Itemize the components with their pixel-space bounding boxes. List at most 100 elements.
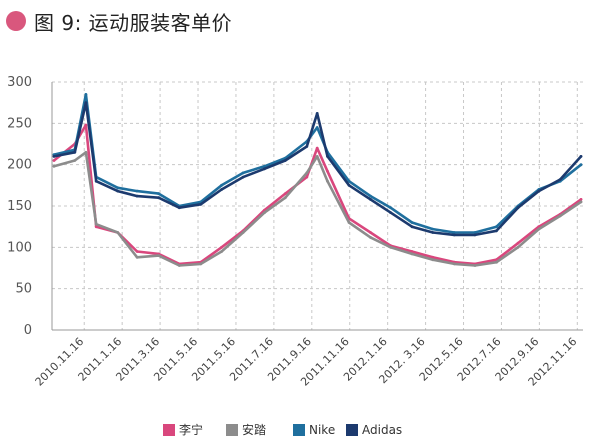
data-point-series-3: [369, 198, 372, 201]
data-point-series-0: [369, 231, 372, 234]
data-point-series-1: [305, 171, 309, 175]
data-point-series-1: [73, 159, 77, 162]
data-point-series-0: [84, 123, 88, 127]
data-point-series-2: [157, 192, 161, 196]
data-point-series-1: [135, 255, 139, 259]
data-point-series-2: [263, 164, 266, 168]
data-point-series-2: [220, 183, 224, 187]
data-point-series-2: [241, 171, 245, 175]
data-point-series-2: [116, 186, 120, 190]
data-point-series-0: [431, 255, 435, 259]
data-point-series-3: [73, 150, 77, 154]
data-point-series-3: [52, 155, 56, 158]
data-point-series-1: [579, 200, 583, 204]
data-point-series-3: [94, 179, 98, 183]
series-line-2: [52, 93, 583, 234]
chart-title: 图 9: 运动服装客单价: [34, 10, 233, 35]
data-point-series-1: [116, 231, 120, 234]
data-point-series-3: [473, 233, 477, 237]
y-axis-ticks: 0 50 100 150 200 250 300: [7, 75, 32, 338]
data-point-series-3: [315, 112, 319, 115]
data-point-series-1: [347, 221, 351, 224]
data-point-series-0: [52, 159, 56, 162]
data-point-series-3: [116, 189, 120, 193]
data-point-series-3: [431, 231, 435, 234]
data-point-series-1: [220, 250, 224, 253]
legend-swatch-3: [346, 424, 358, 436]
data-point-series-1: [473, 264, 477, 267]
grid-lines: [51, 81, 583, 331]
data-point-series-1: [263, 211, 266, 215]
data-point-series-2: [410, 221, 414, 224]
data-point-series-1: [241, 231, 245, 234]
data-point-series-3: [389, 211, 392, 215]
data-point-series-1: [495, 260, 498, 264]
legend: 李宁 安踏 Nike Adidas: [163, 422, 402, 437]
data-point-series-0: [579, 198, 583, 201]
data-point-series-2: [389, 206, 392, 210]
data-point-series-3: [452, 233, 456, 237]
y-tick-label: 50: [15, 282, 32, 297]
legend-label-3: Adidas: [362, 423, 402, 437]
data-point-series-0: [94, 225, 98, 229]
chart-title-row: 图 9: 运动服装客单价: [6, 6, 232, 36]
data-point-series-2: [452, 231, 456, 234]
data-point-series-3: [558, 178, 562, 181]
legend-label-1: 安踏: [242, 422, 266, 437]
legend-label-0: 李宁: [179, 422, 203, 437]
legend-label-2: Nike: [309, 423, 335, 437]
data-point-series-3: [579, 155, 583, 158]
data-point-series-1: [52, 164, 56, 168]
data-point-series-3: [537, 189, 541, 193]
data-point-series-1: [558, 214, 562, 218]
title-bullet-icon: [6, 11, 26, 31]
data-point-series-2: [369, 194, 372, 198]
y-tick-label: 0: [24, 323, 32, 338]
data-point-series-0: [315, 146, 319, 150]
y-tick-label: 100: [7, 240, 32, 255]
data-point-series-1: [326, 179, 329, 183]
data-point-series-3: [263, 167, 266, 171]
data-point-series-0: [220, 245, 224, 249]
data-point-series-1: [537, 227, 541, 231]
data-point-series-1: [157, 254, 161, 257]
data-point-series-3: [84, 101, 88, 105]
series-line-1: [52, 151, 583, 267]
data-point-series-3: [135, 194, 139, 198]
legend-swatch-0: [163, 424, 175, 436]
data-point-series-1: [452, 262, 456, 266]
data-point-series-0: [326, 169, 329, 173]
data-point-series-2: [473, 231, 477, 234]
x-tick-label: 2010.11.16: [33, 335, 87, 389]
data-point-series-1: [516, 245, 520, 249]
data-point-series-1: [389, 245, 392, 249]
data-point-series-3: [347, 183, 351, 187]
data-point-series-1: [431, 258, 435, 262]
y-tick-label: 200: [7, 158, 32, 173]
data-point-series-0: [135, 250, 139, 253]
data-point-series-2: [579, 163, 583, 167]
data-point-series-1: [283, 196, 287, 200]
data-point-series-3: [410, 225, 414, 229]
y-tick-label: 250: [7, 116, 32, 131]
legend-swatch-2: [293, 424, 305, 436]
data-point-series-2: [495, 225, 498, 229]
series-line-3: [52, 101, 583, 237]
data-point-series-3: [199, 202, 203, 206]
data-point-series-0: [305, 175, 309, 179]
data-point-series-0: [283, 192, 287, 196]
data-point-series-2: [84, 93, 88, 96]
series-lines: [52, 93, 583, 267]
data-point-series-3: [516, 206, 520, 210]
data-point-series-3: [326, 155, 329, 158]
data-point-series-3: [305, 145, 309, 148]
data-point-series-2: [431, 227, 435, 231]
data-point-series-1: [315, 155, 319, 158]
data-point-series-3: [283, 159, 287, 162]
data-point-series-3: [177, 206, 181, 210]
y-tick-label: 300: [7, 75, 32, 90]
data-point-series-0: [516, 241, 520, 245]
data-point-series-3: [157, 196, 161, 200]
data-point-series-1: [84, 150, 88, 154]
